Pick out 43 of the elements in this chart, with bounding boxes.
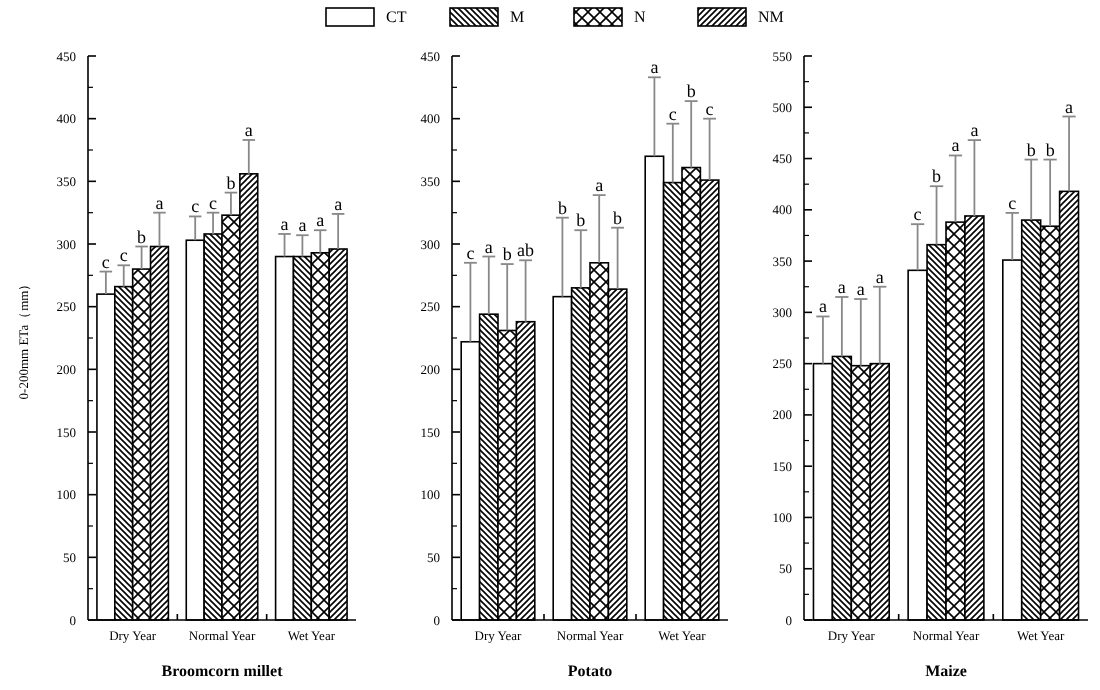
annotation: a bbox=[650, 57, 659, 78]
annotation: a bbox=[316, 210, 325, 231]
legend-label: M bbox=[510, 7, 525, 26]
annotation: b bbox=[1026, 139, 1037, 160]
annotation: c bbox=[705, 98, 714, 119]
annotation: ab bbox=[517, 240, 536, 261]
annotation: b bbox=[576, 210, 587, 231]
annotation: a bbox=[1065, 96, 1074, 117]
annotation: b bbox=[557, 197, 568, 218]
annotation: c bbox=[668, 103, 677, 124]
annotation: a bbox=[951, 135, 960, 156]
annotation: c bbox=[119, 245, 128, 266]
annotation: a bbox=[244, 119, 253, 140]
annotation: a bbox=[280, 213, 289, 234]
annotation: c bbox=[101, 251, 110, 272]
annotation: a bbox=[298, 215, 307, 236]
annotation: a bbox=[875, 266, 884, 287]
x-axis-title: Broomcorn millet bbox=[161, 662, 284, 680]
annotation: b bbox=[226, 172, 237, 193]
legend-label: N bbox=[634, 7, 646, 26]
x-axis-title: Potato bbox=[567, 662, 613, 680]
annotation: a bbox=[970, 120, 979, 141]
legend-label: CT bbox=[386, 7, 407, 26]
annotation: b bbox=[613, 207, 624, 228]
x-axis-title: Maize bbox=[925, 662, 968, 680]
annotation: a bbox=[155, 192, 164, 213]
annotation: a bbox=[334, 193, 343, 214]
annotation: a bbox=[856, 279, 865, 300]
annotation: c bbox=[1008, 192, 1017, 213]
annotation: a bbox=[818, 296, 827, 317]
annotation: b bbox=[137, 226, 148, 247]
annotation: c bbox=[913, 204, 922, 225]
annotation: c bbox=[191, 196, 200, 217]
legend-label: NM bbox=[758, 7, 784, 26]
annotation: b bbox=[502, 244, 513, 265]
annotation: a bbox=[595, 175, 604, 196]
annotation: b bbox=[1045, 139, 1056, 160]
annotation: b bbox=[932, 166, 943, 187]
annotation: c bbox=[466, 242, 475, 263]
annotation: a bbox=[484, 236, 493, 257]
annotation: b bbox=[686, 81, 697, 102]
annotation: a bbox=[837, 276, 846, 297]
annotation: c bbox=[209, 192, 218, 213]
